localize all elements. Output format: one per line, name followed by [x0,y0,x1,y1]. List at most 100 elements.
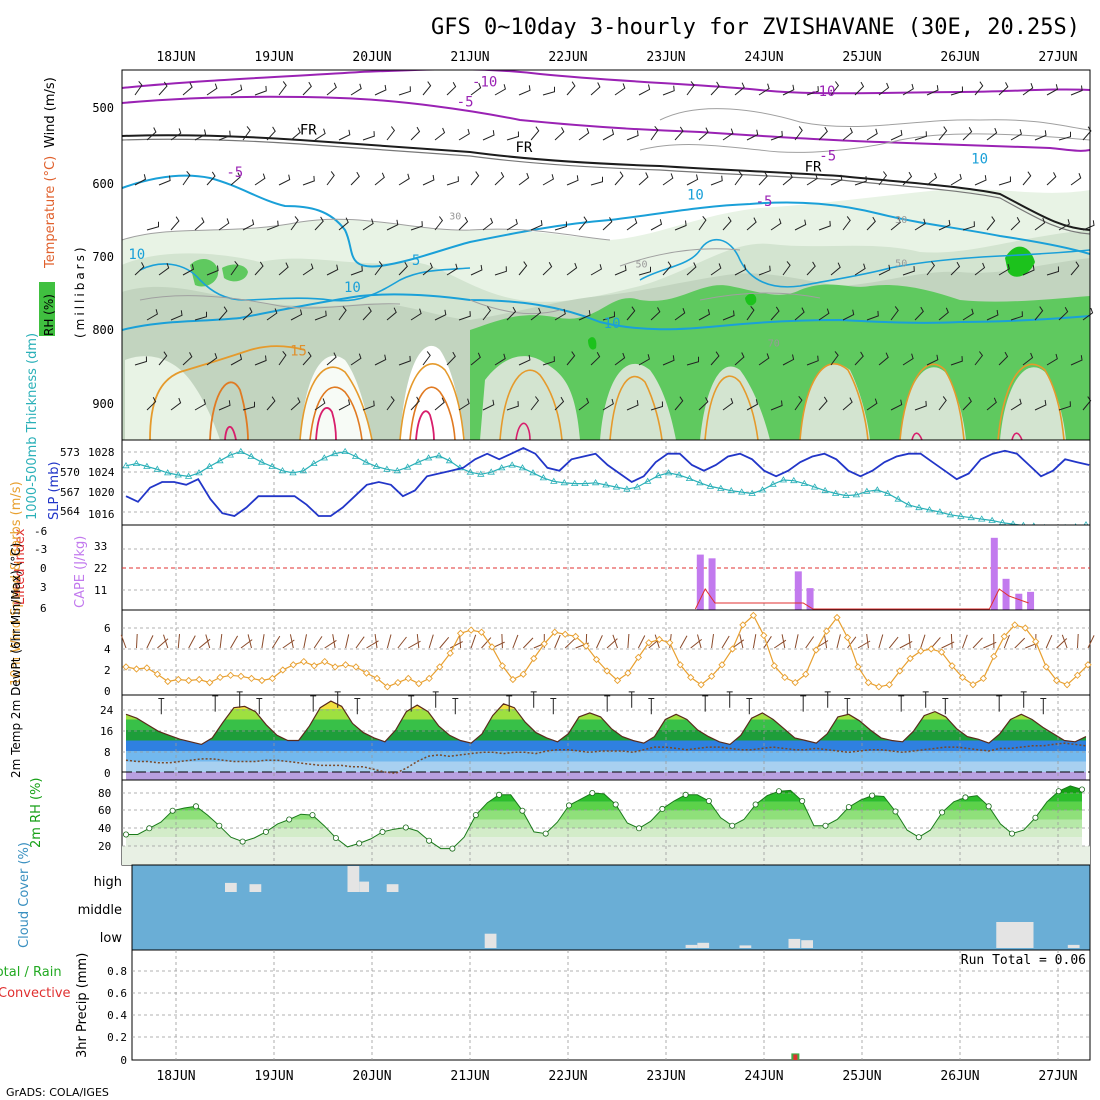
wind-barb [650,401,664,411]
date-label: 21JUN [450,1069,489,1084]
wind-barb [158,175,171,186]
cape-bar [708,558,716,610]
rh-point [1009,830,1016,837]
wind-barb [386,307,397,321]
wind-point [1052,676,1061,685]
wind-barb [830,81,840,96]
thickness-point [748,489,756,496]
temperature-min-max [158,691,1047,715]
precip-convective-bar [793,1054,798,1060]
temp-range-bar [236,691,243,708]
wind-barb [746,129,759,141]
thickness-tick: 567 [60,486,80,499]
temp-range-bar [898,695,905,712]
wind-barb [512,634,519,649]
wind-barb [926,172,938,186]
temp-range-bar [922,691,929,708]
wind-barb [314,398,326,411]
precip-legend-total: Total / Rain [0,965,62,980]
wind-barb [446,263,458,276]
wind-barb [332,634,336,649]
cloud-block [739,945,752,948]
li-ylabel: Lifted Index [13,528,28,605]
wind-barb [938,219,951,231]
contour-label: FR [515,140,532,156]
wind-barb [554,634,561,649]
thickness-point [247,452,255,459]
wind-barb [830,351,839,366]
wind-barb [530,220,543,231]
temperature-line [125,700,1087,746]
thickness-ylabel: 1000-500mb Thickness (dm) [25,333,40,520]
rh-point [123,831,130,838]
wind-barb [554,396,565,411]
wind-barb [602,398,614,411]
wind-barb [950,173,962,186]
wind-barb [506,218,518,231]
rh-point [146,825,153,832]
wind-barb [290,397,301,411]
thickness-point [904,501,913,508]
wind-barb [1070,355,1083,366]
wind-barb [146,309,158,321]
wind-point [122,663,130,671]
wind-barb [338,129,351,141]
wind-point [979,674,988,683]
temp-range-bar [550,698,557,715]
wind-barb [794,395,803,411]
wind-barb [626,218,638,231]
wind-barb [1082,220,1095,231]
wind-barb [698,127,709,141]
wind-barb [398,355,411,366]
temperature-contours [122,70,1090,440]
wind-barb [806,261,816,276]
wind-barb [614,352,626,366]
wind-barb [1058,131,1071,141]
wind-barb [350,353,362,366]
wind-point [1073,671,1082,679]
wind-barb [1046,84,1059,96]
wind-barb [938,126,948,141]
wind-barb [578,310,591,321]
wind-barb [998,351,1009,366]
temp-range-bar [604,695,611,712]
wind-barb [261,634,265,649]
cape-bar [1015,593,1023,610]
wind-tick: 0 [104,685,111,698]
thickness-point [132,459,141,466]
rh-band [126,801,1082,811]
thickness-point [696,479,704,486]
precip-tick: 0.6 [107,987,127,1000]
wind-barb [650,219,663,231]
wind-barb [1058,401,1071,411]
rh-point [705,798,712,805]
thickness-point [894,495,902,502]
wind-point [425,674,433,683]
wind-barb [458,398,470,411]
wind-barb [120,634,127,649]
wind-barb [836,634,841,649]
wind-barb [386,219,399,231]
wind-point [394,678,402,687]
wind-barb [686,81,695,96]
wind-point [969,681,977,689]
wind-barb [690,639,703,649]
wind-barb [1082,307,1094,321]
wind-barb [350,171,360,186]
cloud-block [788,938,801,948]
thickness-point [842,491,850,498]
wind-barb [842,309,855,321]
wind-barb [230,354,243,366]
rh-point [939,809,946,816]
wind-barb [721,635,730,649]
wind-barb [1034,130,1047,141]
wind-barb [674,396,684,411]
wind-barb [470,82,482,96]
wind-barb [806,86,819,96]
wind-point [958,673,967,682]
date-label: 26JUN [940,1069,979,1084]
wind-barb [494,172,505,186]
wind-barb [805,636,815,649]
wind-barb [770,400,783,411]
contour-label: 5 [412,253,420,269]
